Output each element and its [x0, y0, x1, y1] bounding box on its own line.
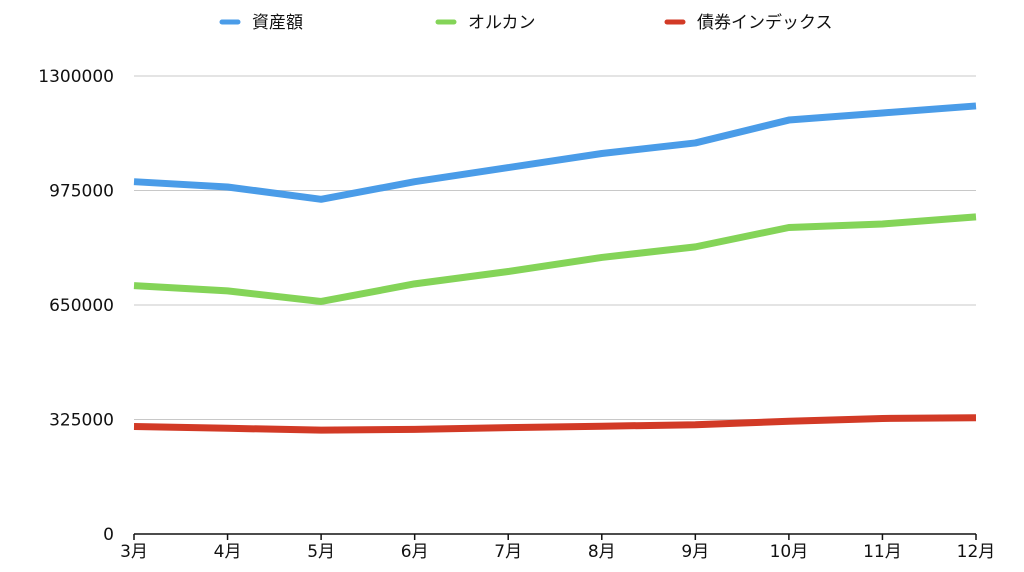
y-tick-label: 650000	[49, 296, 114, 316]
x-tick-label: 11月	[863, 542, 902, 562]
y-tick-label: 975000	[49, 182, 114, 202]
series-line-2	[133, 414, 977, 434]
x-tick-label: 12月	[957, 542, 996, 562]
y-tick-label: 325000	[49, 411, 114, 431]
gridlines	[134, 75, 976, 420]
legend-label: 債券インデックス	[697, 12, 833, 33]
y-axis-ticks: 0 325000 650000 975000 1300000	[38, 67, 114, 545]
y-tick-label: 1300000	[38, 67, 114, 87]
series-line-1	[133, 213, 977, 305]
x-tick-label: 5月	[307, 542, 335, 562]
series-lines	[133, 102, 977, 434]
legend-label: オルカン	[468, 13, 536, 33]
x-tick-label: 9月	[681, 542, 709, 562]
x-axis: 3月 4月 5月 6月 7月 8月 9月 10月 11月 12月	[120, 533, 996, 562]
legend-label: 資産額	[252, 13, 303, 33]
x-tick-label: 3月	[120, 542, 148, 562]
legend: 資産額 オルカン 債券インデックス	[219, 12, 833, 33]
x-tick-label: 8月	[588, 542, 616, 562]
x-tick-label: 4月	[214, 542, 242, 562]
x-tick-label: 10月	[770, 542, 809, 562]
series-line-0	[133, 102, 977, 203]
y-tick-label: 0	[103, 525, 114, 545]
x-tick-label: 6月	[401, 542, 429, 562]
x-tick-label: 7月	[494, 542, 522, 562]
